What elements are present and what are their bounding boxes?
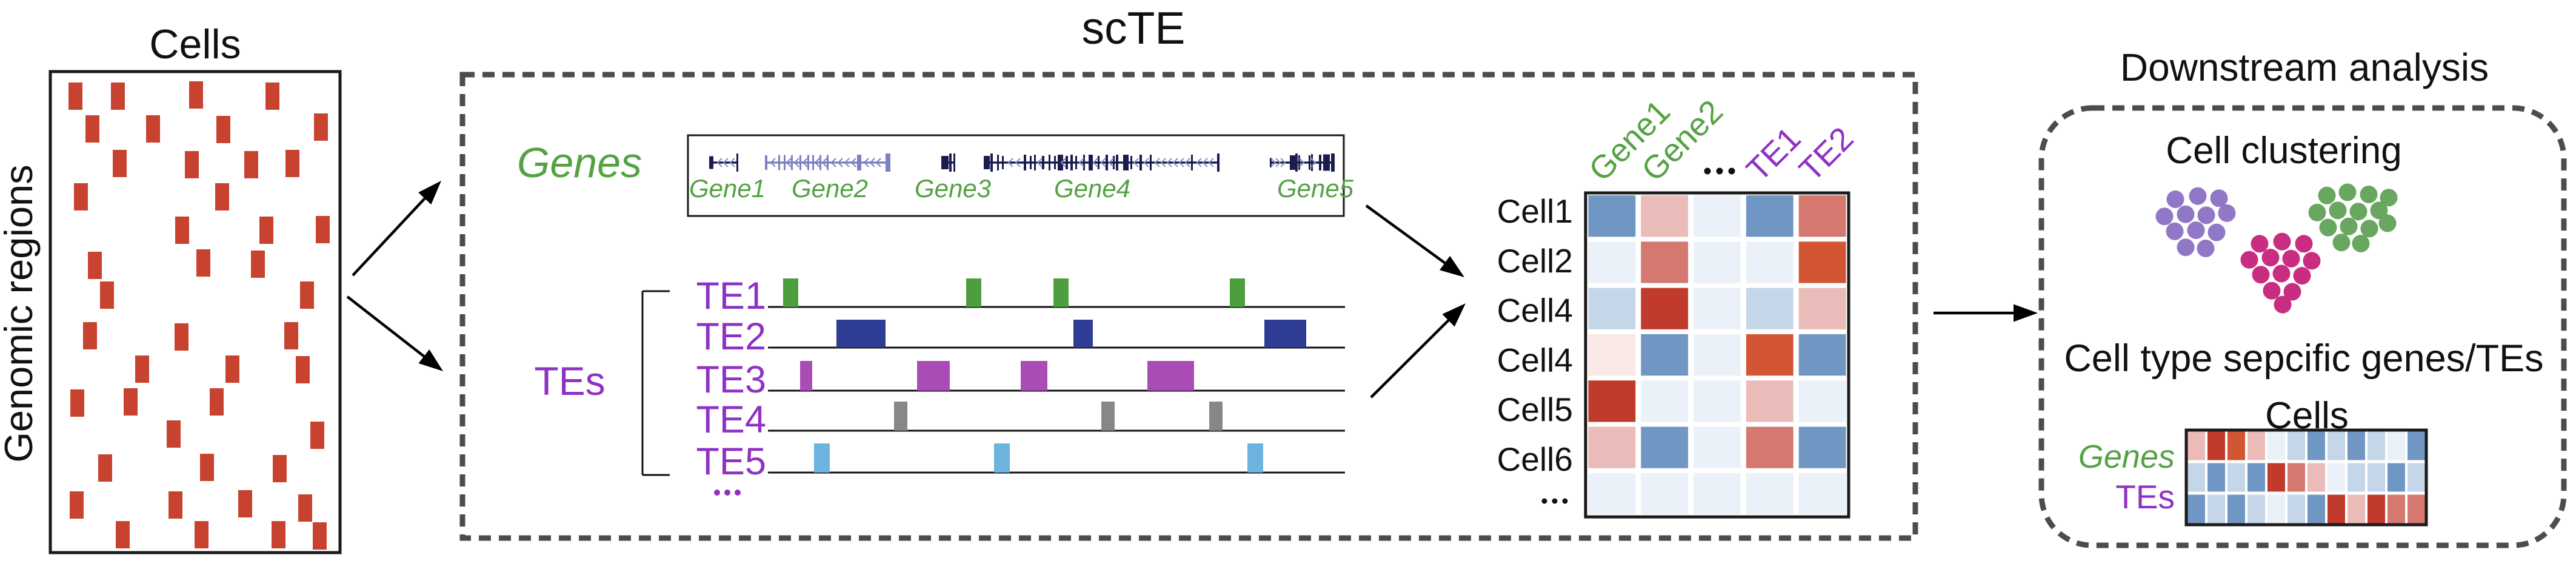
svg-text:TE1: TE1 (696, 275, 766, 317)
svg-text:Cell clustering: Cell clustering (2166, 130, 2401, 172)
svg-text:Cell4: Cell4 (1497, 292, 1573, 329)
svg-text:Gene1: Gene1 (689, 174, 766, 203)
svg-text:Downstream analysis: Downstream analysis (2120, 45, 2489, 89)
svg-text:Cell1: Cell1 (1497, 192, 1573, 230)
svg-text:TEs: TEs (534, 359, 605, 403)
svg-text:Cell6: Cell6 (1497, 440, 1573, 478)
svg-text:scTE: scTE (1082, 2, 1186, 53)
svg-text:Cell2: Cell2 (1497, 242, 1573, 280)
svg-text:Genes: Genes (2078, 439, 2175, 475)
svg-text:Cell5: Cell5 (1497, 391, 1573, 428)
svg-text:Gene4: Gene4 (1054, 174, 1130, 203)
svg-text:Genomic regions: Genomic regions (0, 164, 41, 462)
svg-text:Cell4: Cell4 (1497, 341, 1573, 379)
svg-text:TE5: TE5 (696, 440, 766, 483)
svg-text:Gene3: Gene3 (915, 174, 991, 203)
svg-text:Genes: Genes (517, 139, 642, 186)
svg-text:TEs: TEs (2115, 478, 2175, 516)
svg-text:Gene5: Gene5 (1277, 174, 1354, 203)
svg-text:Cells: Cells (149, 21, 241, 67)
svg-text:TE3: TE3 (696, 359, 766, 401)
svg-text:TE4: TE4 (696, 399, 766, 441)
svg-text:Cell type sepcific genes/TEs: Cell type sepcific genes/TEs (2064, 337, 2543, 380)
svg-text:Gene2: Gene2 (792, 174, 868, 203)
svg-text:TE2: TE2 (696, 315, 766, 358)
